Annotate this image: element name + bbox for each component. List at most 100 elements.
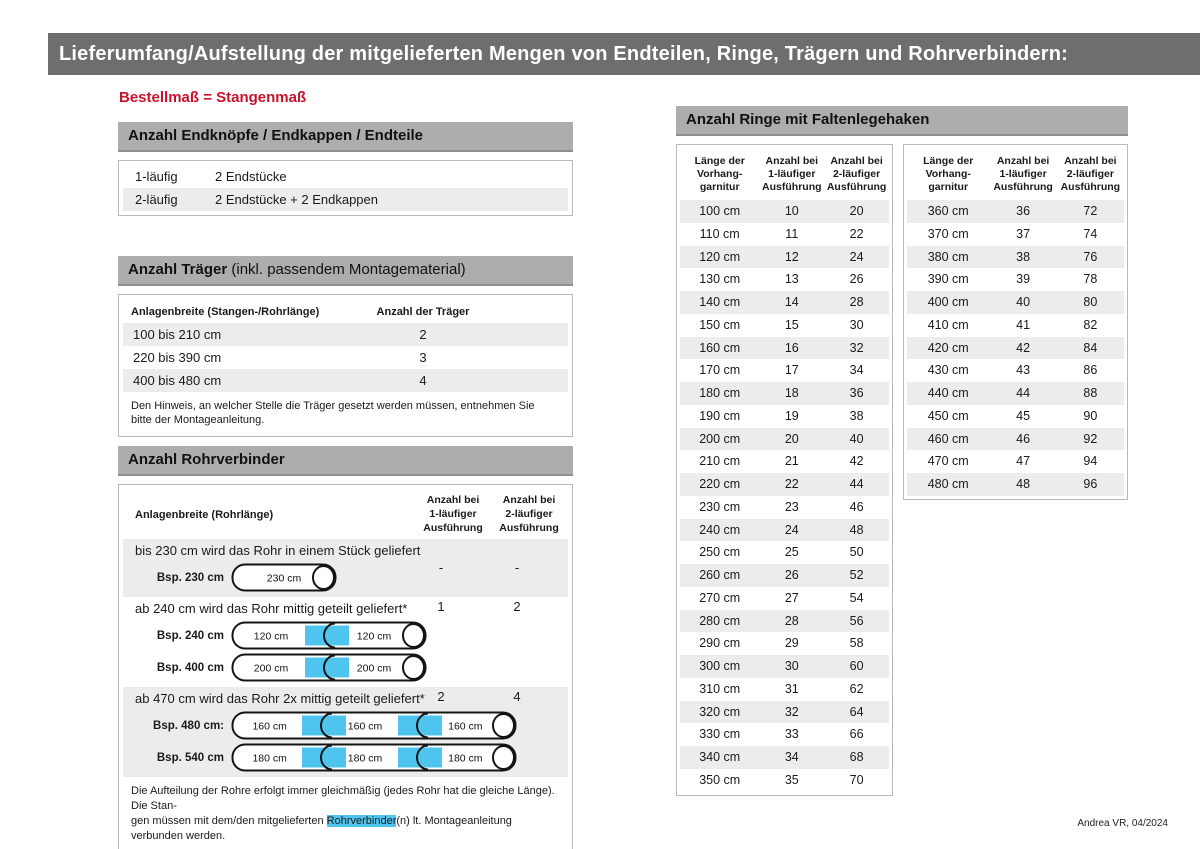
rohrverbinder-groups: bis 230 cm wird das Rohr in einem Stück … xyxy=(123,539,568,777)
rings-2-run: 44 xyxy=(849,477,864,491)
table-row: 130 cm 13 26 xyxy=(680,268,889,291)
rings-1-run: 41 xyxy=(1016,317,1031,332)
rings-1-run: 29 xyxy=(784,636,799,651)
section-title-ringe: Anzahl Ringe mit Faltenlegehaken xyxy=(686,111,930,128)
rings-table-header: Länge der Vorhang- garnitur Anzahl bei 1-… xyxy=(907,148,1124,200)
garniture-length: 140 cm xyxy=(699,295,741,309)
table-row: 1-läufig 2 Endstücke xyxy=(123,165,568,188)
table-row: 400 cm 40 80 xyxy=(907,291,1124,314)
rings-1-run: 11 xyxy=(785,226,799,241)
table-row: 360 cm 36 72 xyxy=(907,200,1124,223)
section-header-traeger: Anzahl Träger (inkl. passendem Montagema… xyxy=(118,256,573,286)
rings-1-run: 18 xyxy=(784,386,799,400)
table-row: 200 cm 20 40 xyxy=(680,427,889,451)
segment-length-label: 180 cm xyxy=(448,753,483,765)
document-footer: Andrea VR, 04/2024 xyxy=(1077,818,1168,829)
garniture-length: 480 cm xyxy=(927,477,969,491)
table-row: 380 cm 38 76 xyxy=(907,245,1124,269)
bracket-count: 4 xyxy=(419,373,427,388)
rings-2-run: 94 xyxy=(1083,454,1098,469)
width-range: 100 bis 210 cm xyxy=(133,327,222,342)
rings-1-run: 38 xyxy=(1016,249,1031,264)
rings-1-run: 25 xyxy=(784,545,799,560)
rings-1-run: 15 xyxy=(784,317,799,332)
table-row: 120 cm 12 24 xyxy=(680,245,889,269)
section-title-rohrverbinder: Anzahl Rohrverbinder xyxy=(128,451,285,468)
table-row: 140 cm 14 28 xyxy=(680,291,889,314)
rings-2-run: 68 xyxy=(849,750,864,764)
garniture-length: 220 cm xyxy=(699,477,741,491)
rings-2-run: 30 xyxy=(849,317,864,332)
rod-delivery-group: bis 230 cm wird das Rohr in einem Stück … xyxy=(123,539,568,597)
traeger-col1-header: Anlagenbreite (Stangen-/Rohrlänge) xyxy=(131,306,320,318)
rings-2-run: 66 xyxy=(849,727,864,742)
rings-2-run: 86 xyxy=(1083,363,1098,378)
rings-2-run: 52 xyxy=(849,568,864,582)
rings-2-run: 84 xyxy=(1083,340,1098,355)
table-row: 430 cm 43 86 xyxy=(907,359,1124,382)
garniture-length: 270 cm xyxy=(699,590,741,605)
segment-length-label: 120 cm xyxy=(357,631,392,643)
delivery-rule-text: bis 230 cm wird das Rohr in einem Stück … xyxy=(135,543,421,558)
rings-1-run: 45 xyxy=(1016,408,1031,423)
panel-traeger: Anlagenbreite (Stangen-/Rohrlänge) Anzah… xyxy=(118,294,573,437)
garniture-length: 310 cm xyxy=(699,681,741,696)
table-row: 410 cm 41 82 xyxy=(907,314,1124,337)
rings-1-run: 22 xyxy=(784,477,799,491)
delivery-rule-text: ab 240 cm wird das Rohr mittig geteilt g… xyxy=(135,601,408,616)
table-row: 100 cm 10 20 xyxy=(680,200,889,223)
table-row: 350 cm 35 70 xyxy=(680,769,889,792)
garniture-length: 400 cm xyxy=(927,295,969,309)
rings-col3-header: Anzahl bei 2-läufiger Ausführung xyxy=(826,155,887,193)
rings-1-run: 43 xyxy=(1016,363,1031,378)
garniture-length: 200 cm xyxy=(699,431,741,446)
garniture-length: 460 cm xyxy=(927,431,969,446)
count-2-run: 4 xyxy=(513,689,521,704)
rohrverbinder-note: Die Aufteilung der Rohre erfolgt immer g… xyxy=(131,785,555,842)
rings-2-run: 72 xyxy=(1083,204,1098,218)
run-count-label: 2-läufig xyxy=(135,192,178,207)
endteile-table-body: 1-läufig 2 Endstücke 2-läufig 2 Endstücke +… xyxy=(123,165,568,211)
table-row: 390 cm 39 78 xyxy=(907,268,1124,291)
table-row: 370 cm 37 74 xyxy=(907,223,1124,246)
garniture-length: 210 cm xyxy=(699,454,741,469)
table-row: 160 cm 16 32 xyxy=(680,336,889,360)
table-row: 470 cm 47 94 xyxy=(907,450,1124,473)
rings-1-run: 42 xyxy=(1016,340,1031,355)
garniture-length: 440 cm xyxy=(927,386,969,400)
garniture-length: 160 cm xyxy=(699,340,741,355)
garniture-length: 370 cm xyxy=(927,226,969,241)
rings-col3-header: Anzahl bei 2-läufiger Ausführung xyxy=(1060,155,1121,193)
table-row: 150 cm 15 30 xyxy=(680,314,889,337)
example-length-label: Bsp. 230 cm xyxy=(156,571,224,584)
table-row: 460 cm 46 92 xyxy=(907,427,1124,451)
traeger-col2-header: Anzahl der Träger xyxy=(376,306,470,318)
rings-1-run: 30 xyxy=(784,659,799,673)
garniture-length: 170 cm xyxy=(699,363,741,378)
rings-2-run: 50 xyxy=(849,545,864,560)
garniture-length: 190 cm xyxy=(699,408,741,423)
section-header-ringe: Anzahl Ringe mit Faltenlegehaken xyxy=(676,106,1128,136)
rohrverbinder-col2-header: Anzahl bei 1-läufiger Ausführung xyxy=(423,494,483,534)
delivery-rule-text: ab 470 cm wird das Rohr 2x mittig geteil… xyxy=(135,691,425,706)
panel-endteile: 1-läufig 2 Endstücke 2-läufig 2 Endstücke +… xyxy=(118,160,573,216)
table-row: 270 cm 27 54 xyxy=(680,587,889,610)
rings-2-run: 40 xyxy=(849,431,864,446)
section-header-rohrverbinder: Anzahl Rohrverbinder xyxy=(118,446,573,476)
garniture-length: 410 cm xyxy=(927,317,969,332)
garniture-length: 100 cm xyxy=(699,204,741,218)
garniture-length: 340 cm xyxy=(699,750,741,764)
rings-2-run: 42 xyxy=(849,454,864,469)
garniture-length: 180 cm xyxy=(699,386,741,400)
rings-1-run: 35 xyxy=(784,772,799,787)
table-row: 420 cm 42 84 xyxy=(907,336,1124,360)
rings-1-run: 47 xyxy=(1016,454,1031,469)
table-row: 450 cm 45 90 xyxy=(907,405,1124,428)
bracket-count: 3 xyxy=(419,350,427,365)
rings-2-run: 78 xyxy=(1083,272,1098,287)
garniture-length: 120 cm xyxy=(699,249,741,264)
rings-1-run: 16 xyxy=(784,340,799,355)
end-pieces-value: 2 Endstücke + 2 Endkappen xyxy=(215,192,378,207)
rings-2-run: 46 xyxy=(849,499,864,514)
rings-2-run: 56 xyxy=(849,613,864,628)
